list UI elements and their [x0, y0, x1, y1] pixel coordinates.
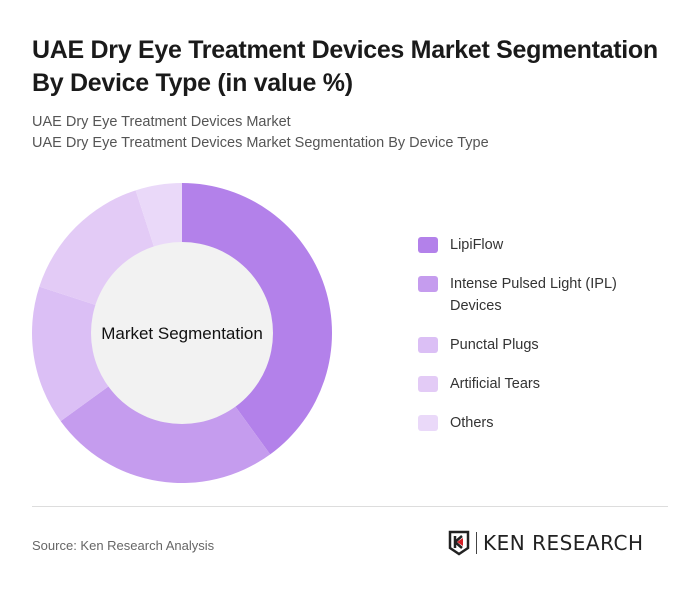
donut-chart: Market Segmentation — [32, 183, 332, 484]
ken-research-logo: KEN RESEARCH — [448, 530, 644, 556]
legend: LipiFlow Intense Pulsed Light (IPL) Devic… — [418, 234, 658, 451]
chart-title: UAE Dry Eye Treatment Devices Market Seg… — [32, 36, 658, 97]
legend-swatch — [418, 415, 438, 431]
legend-item[interactable]: Punctal Plugs — [418, 334, 658, 356]
legend-item[interactable]: Artificial Tears — [418, 373, 658, 395]
legend-item[interactable]: Intense Pulsed Light (IPL) Devices — [418, 273, 658, 317]
legend-swatch — [418, 376, 438, 392]
legend-item[interactable]: LipiFlow — [418, 234, 658, 256]
legend-item[interactable]: Others — [418, 412, 658, 434]
legend-label: Intense Pulsed Light (IPL) Devices — [450, 276, 617, 314]
logo-text: KEN RESEARCH — [483, 531, 644, 555]
center-label: Market Segmentation — [101, 324, 263, 343]
legend-swatch — [418, 276, 438, 292]
divider — [32, 506, 668, 507]
legend-label: Punctal Plugs — [450, 337, 539, 353]
donut-hole — [91, 242, 273, 424]
source-note: Source: Ken Research Analysis — [32, 538, 215, 553]
logo-separator — [476, 532, 477, 554]
legend-label: LipiFlow — [450, 237, 504, 253]
ken-logo-icon — [448, 530, 470, 556]
legend-label: Others — [450, 415, 494, 431]
subtitle-market: UAE Dry Eye Treatment Devices Market — [32, 114, 291, 130]
subtitle-segmentation: UAE Dry Eye Treatment Devices Market Seg… — [32, 135, 489, 151]
legend-swatch — [418, 337, 438, 353]
legend-swatch — [418, 237, 438, 253]
legend-label: Artificial Tears — [450, 376, 540, 392]
